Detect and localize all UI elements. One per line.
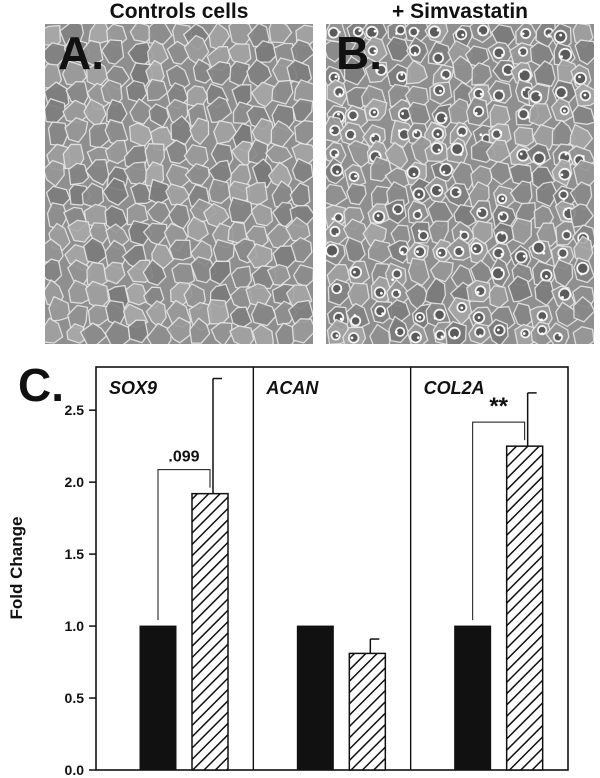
control-bar xyxy=(139,625,177,771)
panel-a-title: Controls cells xyxy=(109,0,249,23)
y-axis-label: Fold Change xyxy=(7,517,26,620)
simvastatin-bar xyxy=(505,445,544,771)
significance-label: ** xyxy=(489,393,508,420)
significance-label: .099 xyxy=(168,449,199,466)
gene-label: SOX9 xyxy=(109,378,157,398)
panel-b-title: + Simvastatin xyxy=(392,0,528,23)
significance-bracket xyxy=(472,421,526,621)
panel-c-label: C. xyxy=(18,359,64,411)
y-tick-label: 1.0 xyxy=(65,618,85,634)
simvastatin-bar xyxy=(191,492,229,771)
panel-b-label: B. xyxy=(336,27,382,79)
control-cells-micrograph xyxy=(45,24,313,344)
y-tick-label: 1.5 xyxy=(65,546,85,562)
fold-change-bar-chart: Fold Change 0.0 0.5 1.0 1.5 2.0 2.5 SOX9 .099 AC… xyxy=(7,366,569,778)
control-bar xyxy=(296,625,334,771)
simvastatin-bar xyxy=(348,652,387,771)
control-bar xyxy=(454,625,492,771)
y-tick-label: 2.5 xyxy=(65,402,85,418)
y-tick-label: 2.0 xyxy=(65,474,85,490)
significance-bracket xyxy=(157,469,211,621)
panel-a-label: A. xyxy=(58,27,104,79)
gene-label: ACAN xyxy=(265,378,319,398)
y-tick-label: 0.5 xyxy=(65,690,85,706)
gene-label: COL2A xyxy=(424,378,485,398)
y-tick-label: 0.0 xyxy=(65,762,85,778)
simvastatin-cells-micrograph xyxy=(326,24,594,344)
